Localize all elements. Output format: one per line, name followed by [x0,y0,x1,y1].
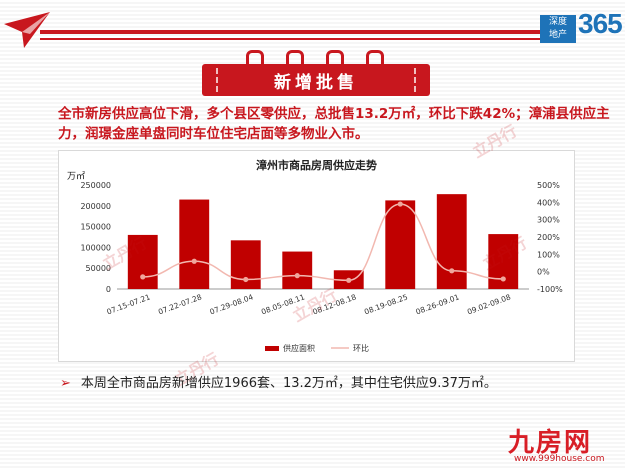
legend-label-line: 环比 [353,343,369,353]
brand-number: 365 [578,8,623,39]
y-right-tick-label: 500% [537,181,560,190]
x-tick-label: 07.15-07.21 [105,292,151,316]
section-title: 新增批售 [274,73,358,93]
y-left-tick-label: 200000 [80,202,111,211]
bar-supply-area [179,199,210,289]
header-rule [40,30,560,44]
line-mom-change [142,203,504,282]
x-tick-label: 07.29-08.04 [208,292,254,316]
x-tick-label: 08.26-09.01 [414,292,460,316]
footer-url[interactable]: www.999house.com [514,454,605,464]
brand-logo: 深度 地产 365 [540,8,623,44]
y-left-tick-label: 250000 [80,181,111,190]
point-mom-change [346,277,352,283]
point-mom-change [500,276,506,282]
summary-text: 全市新房供应高位下滑，多个县区零供应，总批售13.2万㎡，环比下跌42%；漳浦县… [58,106,610,142]
legend-label-bar: 供应面积 [283,343,315,353]
bar-supply-area [385,200,416,289]
point-mom-change [294,273,300,279]
arrow-logo-icon [4,12,50,48]
x-tick-label: 09.02-09.08 [466,292,512,316]
supply-trend-chart: 万㎡ 0 50000 100000 150000 200000 250000 -100% 0% 1… [67,171,563,353]
y-left-tick-label: 150000 [80,223,111,232]
footer-logo-text: 九房网 [508,428,593,458]
bar-supply-area [127,234,158,289]
section-title-banner: 新增批售 [202,64,430,96]
point-mom-change [140,274,146,280]
point-mom-change [397,201,403,207]
y-left-tick-label: 100000 [80,243,111,252]
y-right-tick-label: 200% [537,233,560,242]
y-right-tick-label: 400% [537,198,560,207]
y-right-tick-label: 0% [537,268,550,277]
bullet-text: 本周全市商品房新增供应1966套、13.2万㎡，其中住宅供应9.37万㎡。 [80,376,497,391]
bullet-note: ➢ 本周全市商品房新增供应1966套、13.2万㎡，其中住宅供应9.37万㎡。 [60,372,497,391]
point-mom-change [243,276,249,283]
chart-panel: 漳州市商品房周供应走势 万㎡ 0 50000 100000 150000 200000 25… [58,150,575,362]
point-mom-change [191,258,197,264]
footer-logo: 九房网 www.999house.com [502,424,618,464]
y-axis-unit-label: 万㎡ [67,171,85,182]
x-tick-label: 08.19-08.25 [363,292,409,316]
bar-supply-area [436,194,467,289]
y-right-tick-label: -100% [537,285,563,294]
bar-supply-area [282,251,313,289]
x-tick-label: 07.22-07.28 [157,292,203,316]
legend-swatch-bar [265,346,279,351]
y-left-tick-label: 0 [106,285,111,294]
chart-title: 漳州市商品房周供应走势 [256,159,377,172]
bullet-arrow-icon: ➢ [60,376,71,391]
y-left-tick-label: 50000 [86,264,111,273]
y-right-tick-label: 100% [537,250,560,259]
point-mom-change [449,268,455,274]
y-right-tick-label: 300% [537,216,560,225]
